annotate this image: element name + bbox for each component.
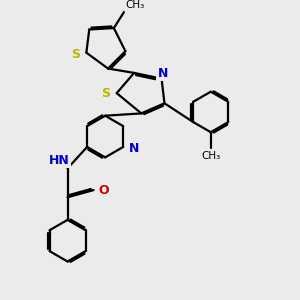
Text: CH₃: CH₃ [201,151,220,161]
Text: CH₃: CH₃ [125,0,145,10]
Text: S: S [71,48,80,61]
Text: N: N [158,67,168,80]
Text: N: N [128,142,139,155]
Text: S: S [101,87,110,100]
Text: O: O [99,184,110,196]
Text: HN: HN [49,154,70,167]
